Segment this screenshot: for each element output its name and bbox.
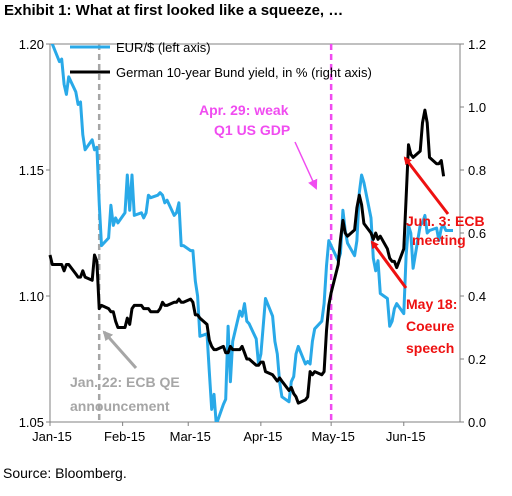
right-tick-label: 0.8	[468, 163, 486, 178]
right-tick-label: 0.4	[468, 289, 486, 304]
annotation-coeure-line2: Coeure	[406, 318, 454, 334]
right-tick-label: 1.2	[468, 37, 486, 52]
bund-series-line	[48, 108, 446, 405]
annotation-gdp: Apr. 29: weak Q1 US GDP	[199, 102, 318, 190]
annotation-coeure-arrow	[370, 240, 408, 289]
left-tick-label: 1.05	[19, 415, 44, 430]
left-tick-label: 1.15	[19, 163, 44, 178]
annotation-ecb-meeting: Jun. 3: ECB meeting	[403, 156, 485, 248]
annotation-ecb-qe-line1: Jan. 22: ECB QE	[70, 374, 180, 390]
x-tick-label: Mar-15	[170, 429, 211, 444]
left-axis: 1.05 1.10 1.15 1.20	[19, 37, 50, 430]
right-tick-label: 0.6	[468, 226, 486, 241]
annotation-ecb-meeting-line2: meeting	[412, 232, 466, 248]
annotation-ecb-qe-line2: announcement	[70, 398, 170, 414]
legend-eurusd-label: EUR/$ (left axis)	[116, 40, 211, 55]
annotation-gdp-line2: Q1 US GDP	[214, 122, 290, 138]
annotation-ecb-qe-arrow	[102, 330, 138, 369]
right-axis: 0.0 0.2 0.4 0.6 0.8 1.0 1.2	[460, 37, 486, 430]
source-note: Source: Bloomberg.	[3, 465, 127, 481]
annotation-coeure-line3: speech	[406, 340, 454, 356]
annotation-ecb-meeting-line1: Jun. 3: ECB	[406, 213, 485, 229]
legend: EUR/$ (left axis) German 10-year Bund yi…	[70, 40, 372, 80]
x-tick-label: May-15	[311, 429, 354, 444]
annotation-ecb-meeting-arrow	[403, 156, 450, 215]
exhibit-title: Exhibit 1: What at first looked like a s…	[4, 2, 344, 19]
legend-bund-label: German 10-year Bund yield, in % (right a…	[116, 65, 372, 80]
x-tick-label: Jun-15	[386, 429, 426, 444]
x-tick-label: Jan-15	[32, 429, 72, 444]
annotation-gdp-line1: Apr. 29: weak	[199, 102, 289, 118]
annotation-coeure-line1: May 18:	[406, 296, 457, 312]
left-tick-label: 1.20	[19, 37, 44, 52]
annotation-gdp-arrow	[294, 141, 318, 190]
x-axis: Jan-15 Feb-15 Mar-15 Apr-15 May-15 Jun-15	[32, 422, 426, 444]
right-tick-label: 0.0	[468, 415, 486, 430]
x-tick-label: Feb-15	[104, 429, 145, 444]
left-tick-label: 1.10	[19, 289, 44, 304]
x-tick-label: Apr-15	[243, 429, 282, 444]
right-tick-label: 0.2	[468, 352, 486, 367]
annotation-ecb-qe: Jan. 22: ECB QE announcement	[70, 330, 180, 414]
eurusd-series-line	[50, 44, 453, 422]
annotation-coeure: May 18: Coeure speech	[370, 240, 457, 356]
right-tick-label: 1.0	[468, 100, 486, 115]
